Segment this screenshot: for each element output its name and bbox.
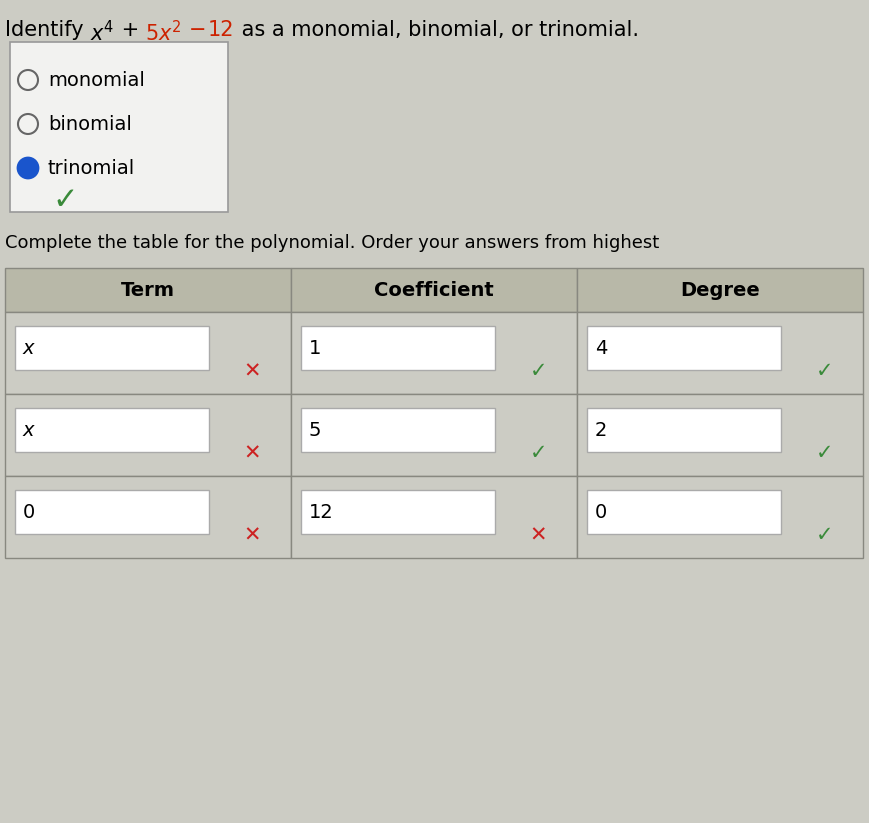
Text: 4: 4 bbox=[594, 338, 607, 358]
Bar bbox=[576, 394, 862, 476]
Text: 5: 5 bbox=[308, 421, 322, 439]
Text: Degree: Degree bbox=[680, 281, 759, 300]
Text: 0: 0 bbox=[594, 503, 607, 522]
Circle shape bbox=[18, 158, 38, 178]
Bar bbox=[587, 408, 780, 453]
Text: 2: 2 bbox=[594, 421, 607, 439]
Bar bbox=[301, 490, 495, 534]
Text: Coefficient: Coefficient bbox=[374, 281, 494, 300]
Circle shape bbox=[18, 70, 38, 90]
Text: $x^4$: $x^4$ bbox=[90, 20, 115, 45]
Text: trinomial: trinomial bbox=[48, 159, 135, 178]
Bar bbox=[5, 394, 290, 476]
Text: ✓: ✓ bbox=[814, 443, 832, 463]
Text: $-$: $-$ bbox=[182, 20, 208, 40]
Bar bbox=[576, 476, 862, 558]
Text: x: x bbox=[23, 338, 35, 358]
Circle shape bbox=[23, 162, 34, 174]
Text: ✕: ✕ bbox=[243, 361, 261, 381]
Text: 0: 0 bbox=[23, 503, 36, 522]
Circle shape bbox=[18, 114, 38, 134]
Text: Term: Term bbox=[121, 281, 175, 300]
Bar bbox=[5, 312, 290, 394]
Bar bbox=[5, 476, 290, 558]
Text: +: + bbox=[115, 20, 145, 40]
Bar bbox=[576, 268, 862, 312]
Bar bbox=[15, 326, 209, 370]
Text: binomial: binomial bbox=[48, 114, 132, 133]
Text: monomial: monomial bbox=[48, 71, 145, 90]
Bar bbox=[290, 476, 576, 558]
Text: ✕: ✕ bbox=[243, 443, 261, 463]
Bar bbox=[5, 268, 290, 312]
Bar bbox=[587, 326, 780, 370]
Text: x: x bbox=[23, 421, 35, 439]
Bar bbox=[15, 490, 209, 534]
Text: ✓: ✓ bbox=[52, 185, 77, 215]
Bar bbox=[290, 394, 576, 476]
Text: 12: 12 bbox=[208, 20, 235, 40]
Bar bbox=[15, 408, 209, 453]
Text: 12: 12 bbox=[308, 503, 334, 522]
Text: ✕: ✕ bbox=[243, 525, 261, 545]
Text: Identify: Identify bbox=[5, 20, 90, 40]
Bar bbox=[301, 408, 495, 453]
Text: ✕: ✕ bbox=[529, 525, 547, 545]
Text: 1: 1 bbox=[308, 338, 321, 358]
Circle shape bbox=[23, 164, 32, 172]
Text: as a monomial, binomial, or trinomial.: as a monomial, binomial, or trinomial. bbox=[235, 20, 638, 40]
Bar bbox=[587, 490, 780, 534]
Text: Complete the table for the polynomial. Order your answers from highest: Complete the table for the polynomial. O… bbox=[5, 234, 659, 252]
Bar bbox=[290, 268, 576, 312]
Bar bbox=[576, 312, 862, 394]
Text: ✓: ✓ bbox=[529, 443, 547, 463]
Bar bbox=[290, 312, 576, 394]
Text: ✓: ✓ bbox=[529, 361, 547, 381]
Bar bbox=[10, 42, 228, 212]
Text: ✓: ✓ bbox=[814, 361, 832, 381]
Bar bbox=[301, 326, 495, 370]
Text: $5x^2$: $5x^2$ bbox=[145, 20, 182, 45]
Text: ✓: ✓ bbox=[814, 525, 832, 545]
